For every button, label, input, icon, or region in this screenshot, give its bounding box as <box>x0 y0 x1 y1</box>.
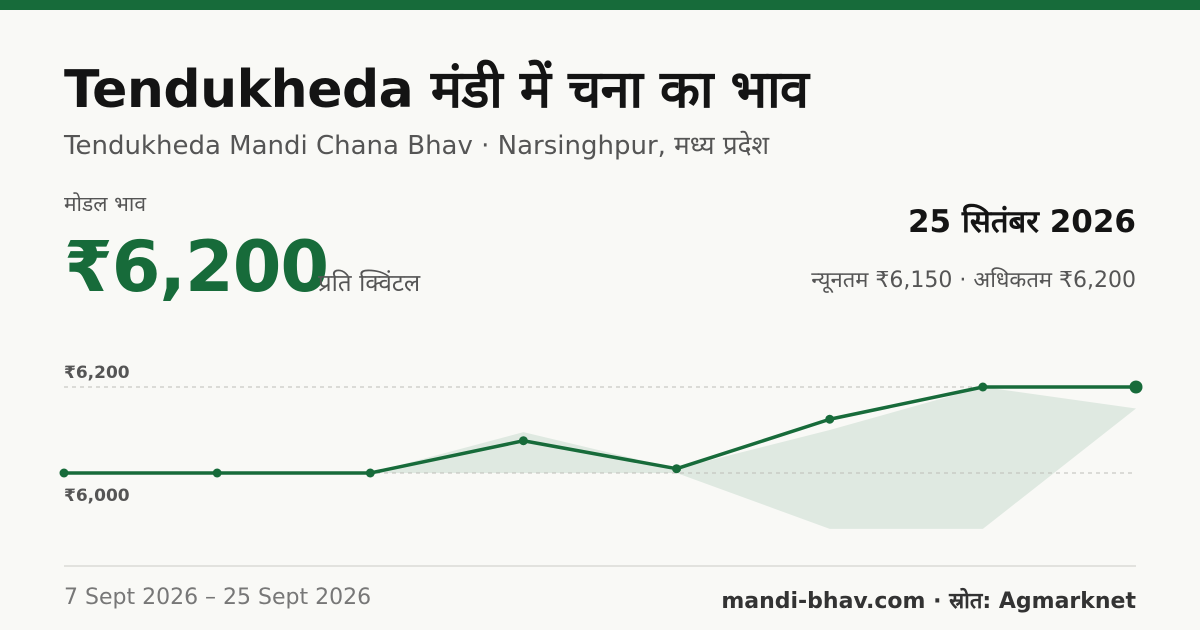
data-point <box>518 436 528 446</box>
data-point <box>1129 380 1143 394</box>
footer-divider <box>64 565 1136 567</box>
footer-source: mandi-bhav.com · स्रोत: Agmarknet <box>721 589 1136 614</box>
min-max-band <box>64 387 1136 529</box>
price-trend-chart: ₹6,200 ₹6,000 <box>59 363 1143 529</box>
y-tick-label: ₹6,200 <box>64 363 130 383</box>
min-max-range: न्यूनतम ₹6,150 · अधिकतम ₹6,200 <box>811 268 1136 293</box>
data-point <box>212 468 222 478</box>
data-point <box>825 414 835 424</box>
footer-date-range: 7 Sept 2026 – 25 Sept 2026 <box>64 585 372 610</box>
data-point <box>59 468 69 478</box>
data-point <box>978 382 988 392</box>
data-point <box>365 468 375 478</box>
modal-price-label: मोडल भाव <box>64 192 147 216</box>
price-line <box>64 385 1136 475</box>
page-subtitle: Tendukheda Mandi Chana Bhav · Narsinghpu… <box>64 131 770 161</box>
data-point <box>672 464 682 474</box>
price-date: 25 सितंबर 2026 <box>907 204 1136 240</box>
modal-price-value: ₹6,200 <box>64 226 329 308</box>
y-tick-label: ₹6,000 <box>64 486 130 506</box>
top-accent-bar <box>0 0 1200 10</box>
page-title: Tendukheda मंडी में चना का भाव <box>64 60 809 120</box>
price-unit: प्रति क्विंटल <box>318 269 421 297</box>
